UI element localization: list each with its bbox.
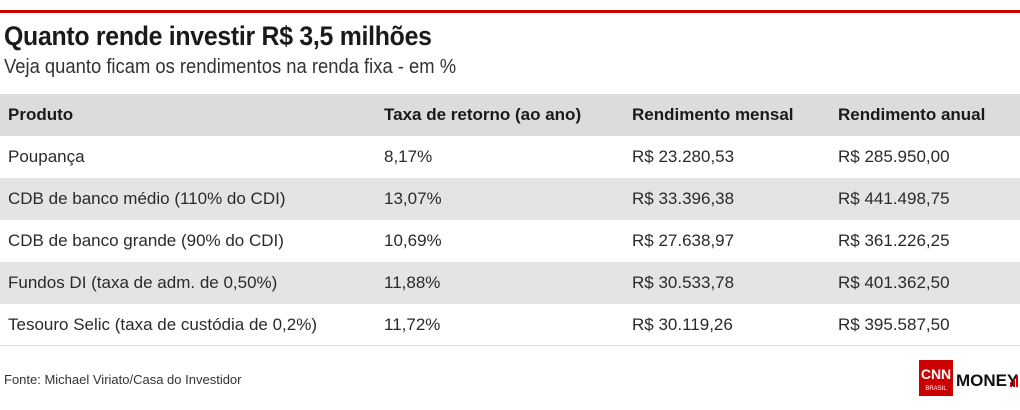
- money-logo-text: MONEY: [956, 371, 1019, 390]
- table-cell: CDB de banco médio (110% do CDI): [0, 178, 376, 220]
- table-cell: CDB de banco grande (90% do CDI): [0, 220, 376, 262]
- logo-bar-icon: [1013, 379, 1015, 387]
- logo-bar-icon: [1010, 382, 1012, 387]
- table-cell: R$ 23.280,53: [624, 136, 830, 178]
- page-title: Quanto rende investir R$ 3,5 milhões: [4, 21, 432, 51]
- table-cell: Poupança: [0, 136, 376, 178]
- table-cell: 11,72%: [376, 304, 624, 346]
- logo-bar-icon: [1016, 376, 1018, 387]
- table-cell: R$ 30.119,26: [624, 304, 830, 346]
- column-header-produto: Produto: [0, 94, 376, 136]
- table-row: CDB de banco grande (90% do CDI) 10,69% …: [0, 220, 1020, 262]
- table-row: CDB de banco médio (110% do CDI) 13,07% …: [0, 178, 1020, 220]
- table-cell: 13,07%: [376, 178, 624, 220]
- table-bottom-divider: [0, 345, 1020, 346]
- table-cell: R$ 395.587,50: [830, 304, 1020, 346]
- table-cell: R$ 27.638,97: [624, 220, 830, 262]
- cnn-logo-box: [919, 360, 953, 396]
- table-cell: 11,88%: [376, 262, 624, 304]
- cnn-money-logo: CNN BRASIL MONEY: [919, 360, 1019, 396]
- table-cell: R$ 361.226,25: [830, 220, 1020, 262]
- column-header-rendimento-anual: Rendimento anual: [830, 94, 1020, 136]
- table-row: Tesouro Selic (taxa de custódia de 0,2%)…: [0, 304, 1020, 346]
- cnn-logo-text: CNN: [921, 366, 951, 382]
- table-row: Fundos DI (taxa de adm. de 0,50%) 11,88%…: [0, 262, 1020, 304]
- table-cell: R$ 30.533,78: [624, 262, 830, 304]
- table-header-row: Produto Taxa de retorno (ao ano) Rendime…: [0, 94, 1020, 136]
- column-header-rendimento-mensal: Rendimento mensal: [624, 94, 830, 136]
- column-header-taxa: Taxa de retorno (ao ano): [376, 94, 624, 136]
- table-row: Poupança 8,17% R$ 23.280,53 R$ 285.950,0…: [0, 136, 1020, 178]
- data-table: Produto Taxa de retorno (ao ano) Rendime…: [0, 94, 1020, 346]
- brasil-logo-text: BRASIL: [925, 386, 947, 392]
- source-note: Fonte: Michael Viriato/Casa do Investido…: [4, 372, 242, 387]
- table-cell: R$ 33.396,38: [624, 178, 830, 220]
- table-cell: Tesouro Selic (taxa de custódia de 0,2%): [0, 304, 376, 346]
- table-cell: 8,17%: [376, 136, 624, 178]
- page-subtitle: Veja quanto ficam os rendimentos na rend…: [4, 56, 457, 78]
- table-cell: 10,69%: [376, 220, 624, 262]
- top-accent-bar: [0, 10, 1020, 13]
- table-cell: Fundos DI (taxa de adm. de 0,50%): [0, 262, 376, 304]
- table-cell: R$ 441.498,75: [830, 178, 1020, 220]
- table-cell: R$ 285.950,00: [830, 136, 1020, 178]
- table-cell: R$ 401.362,50: [830, 262, 1020, 304]
